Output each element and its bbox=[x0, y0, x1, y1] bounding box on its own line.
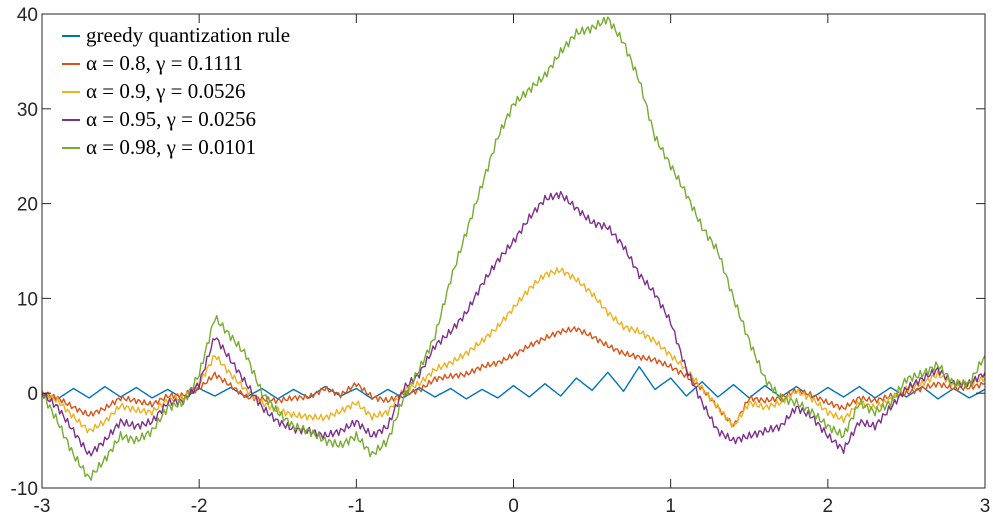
x-tick-label: 3 bbox=[980, 496, 991, 517]
legend-entry: α = 0.95, γ = 0.0256 bbox=[86, 107, 256, 131]
series-line-0 bbox=[41, 366, 986, 400]
y-tick-label: 20 bbox=[17, 195, 38, 216]
y-tick-label: 30 bbox=[17, 100, 38, 121]
legend-entry: α = 0.98, γ = 0.0101 bbox=[86, 135, 256, 159]
y-tick-label: 40 bbox=[17, 5, 38, 26]
x-axis: -3 -2 -1 0 1 2 3 bbox=[34, 14, 991, 517]
x-tick-label: 2 bbox=[823, 496, 834, 517]
x-tick-label: 1 bbox=[665, 496, 676, 517]
x-tick-label: -3 bbox=[34, 496, 51, 517]
legend-entry: α = 0.8, γ = 0.1111 bbox=[86, 51, 243, 75]
x-tick-label: -2 bbox=[191, 496, 208, 517]
plot-area bbox=[42, 14, 985, 488]
y-axis: -10 0 10 20 30 40 bbox=[11, 5, 985, 500]
y-tick-label: -10 bbox=[11, 479, 38, 500]
legend-entry: greedy quantization rule bbox=[86, 23, 290, 47]
x-tick-label: 0 bbox=[508, 496, 519, 517]
legend: greedy quantization rule α = 0.8, γ = 0.1… bbox=[62, 23, 290, 159]
series-line-3 bbox=[41, 190, 986, 457]
y-tick-label: 0 bbox=[27, 384, 38, 405]
series-layer bbox=[41, 16, 986, 481]
y-tick-label: 10 bbox=[17, 289, 38, 310]
series-line-4 bbox=[41, 16, 986, 481]
x-tick-label: -1 bbox=[348, 496, 365, 517]
legend-entry: α = 0.9, γ = 0.0526 bbox=[86, 79, 245, 103]
